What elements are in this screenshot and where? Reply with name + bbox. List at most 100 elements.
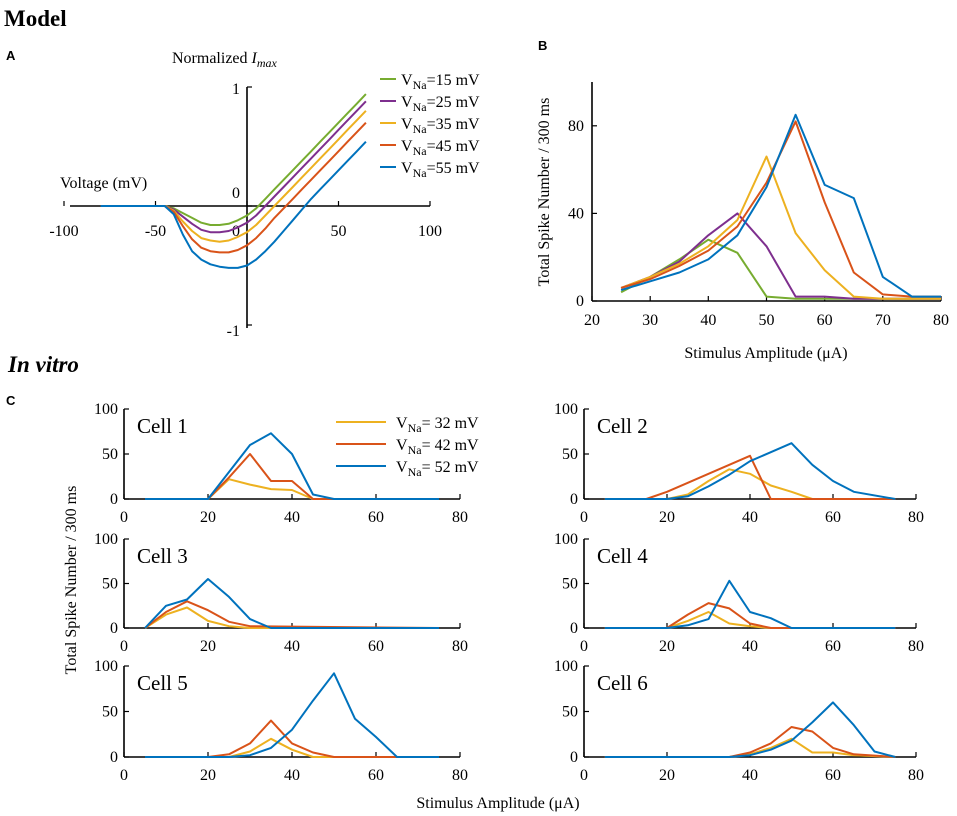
c-subplot: 0 20 40 60 80 0 50 100 Cell 1 xyxy=(94,401,468,526)
a-legend-label: VNa=25 mV xyxy=(401,94,480,114)
a-x-tick-label: -100 xyxy=(49,223,78,240)
b-x-tick-label: 80 xyxy=(933,312,949,329)
c-cell-label: Cell 5 xyxy=(137,671,188,695)
b-x-axis-label: Stimulus Amplitude (μA) xyxy=(684,345,847,362)
c-y-tick-label: 100 xyxy=(94,658,118,675)
c-series-line xyxy=(145,719,439,758)
b-x-tick-label: 70 xyxy=(875,312,891,329)
c-x-tick-label: 40 xyxy=(742,509,758,526)
c-x-tick-label: 80 xyxy=(452,767,468,784)
c-series-line xyxy=(145,432,439,500)
b-x-tick-label: 50 xyxy=(759,312,775,329)
c-series-line xyxy=(604,579,896,629)
c-cell-label: Cell 3 xyxy=(137,544,188,568)
c-series-line xyxy=(144,606,439,629)
c-legend-label: VNa= 42 mV xyxy=(396,437,479,457)
c-x-tick-label: 0 xyxy=(580,638,588,655)
a-legend-label: VNa=35 mV xyxy=(401,116,480,136)
c-legend-label: VNa= 52 mV xyxy=(396,459,479,479)
b-series-line xyxy=(620,155,941,300)
c-x-tick-label: 60 xyxy=(825,767,841,784)
c-series-line xyxy=(145,453,439,500)
c-x-tick-label: 80 xyxy=(908,509,924,526)
c-x-tick-label: 80 xyxy=(908,638,924,655)
c-x-tick-label: 20 xyxy=(659,509,675,526)
c-x-tick-label: 40 xyxy=(742,767,758,784)
c-cell-label: Cell 1 xyxy=(137,414,188,438)
b-y-tick-label: 40 xyxy=(568,205,584,222)
c-x-tick-label: 20 xyxy=(200,509,216,526)
c-x-tick-label: 20 xyxy=(659,638,675,655)
c-y-tick-label: 0 xyxy=(570,491,578,508)
c-x-tick-label: 0 xyxy=(120,638,128,655)
b-x-tick-label: 60 xyxy=(817,312,833,329)
c-subplot: 0 20 40 60 80 0 50 100 Cell 6 xyxy=(554,658,924,784)
c-y-tick-label: 0 xyxy=(110,749,118,766)
c-y-tick-label: 100 xyxy=(554,401,578,418)
a-series-line xyxy=(100,122,367,254)
c-y-tick-label: 100 xyxy=(554,658,578,675)
c-x-tick-label: 60 xyxy=(368,767,384,784)
c-cell-label: Cell 6 xyxy=(597,671,648,695)
a-series-line xyxy=(100,100,367,234)
a-y-tick-label: 1 xyxy=(232,81,240,98)
b-series-line xyxy=(620,113,941,298)
c-legend-label: VNa= 32 mV xyxy=(396,415,479,435)
a-series-line xyxy=(100,141,367,269)
c-y-axis-label: Total Spike Number / 300 ms xyxy=(63,486,80,675)
a-y-tick-label: 0 xyxy=(232,185,240,202)
c-y-tick-label: 50 xyxy=(562,704,578,721)
b-x-tick-label: 40 xyxy=(700,312,716,329)
c-subplot: 0 20 40 60 80 0 50 100 Cell 2 xyxy=(554,401,924,526)
c-x-tick-label: 60 xyxy=(825,638,841,655)
c-x-tick-label: 20 xyxy=(200,638,216,655)
c-y-tick-label: 100 xyxy=(94,401,118,418)
c-x-tick-label: 60 xyxy=(825,509,841,526)
c-series-line xyxy=(604,611,896,629)
c-x-tick-label: 20 xyxy=(200,767,216,784)
c-subplot: 0 20 40 60 80 0 50 100 Cell 5 xyxy=(94,658,468,784)
c-y-tick-label: 50 xyxy=(562,446,578,463)
panel-letter-c: C xyxy=(6,393,16,408)
a-legend-label: VNa=15 mV xyxy=(401,72,480,92)
b-x-tick-label: 20 xyxy=(584,312,600,329)
c-x-tick-label: 60 xyxy=(368,509,384,526)
c-subplot: 0 20 40 60 80 0 50 100 Cell 4 xyxy=(554,531,924,655)
a-legend-label: VNa=45 mV xyxy=(401,138,480,158)
b-y-tick-label: 0 xyxy=(576,293,584,310)
c-series-line xyxy=(144,600,440,629)
c-x-tick-label: 0 xyxy=(580,509,588,526)
section-title-invitro: In vitro xyxy=(7,352,79,377)
c-x-tick-label: 40 xyxy=(284,638,300,655)
c-y-tick-label: 50 xyxy=(102,576,118,593)
c-x-tick-label: 80 xyxy=(452,638,468,655)
c-series-line xyxy=(604,726,896,758)
c-y-tick-label: 50 xyxy=(102,704,118,721)
c-x-tick-label: 40 xyxy=(742,638,758,655)
c-series-line xyxy=(604,454,896,500)
a-y-tick-label: -1 xyxy=(227,323,240,340)
c-cell-label: Cell 2 xyxy=(597,414,648,438)
panel-letter-b: B xyxy=(538,38,547,53)
c-subplot: 0 20 40 60 80 0 50 100 Cell 3 xyxy=(94,531,468,655)
a-x-tick-label: -50 xyxy=(145,223,166,240)
a-x-axis-label: Voltage (mV) xyxy=(60,175,147,192)
c-y-tick-label: 0 xyxy=(570,749,578,766)
b-series-line xyxy=(620,212,941,300)
c-x-tick-label: 40 xyxy=(284,509,300,526)
a-legend-label: VNa=55 mV xyxy=(401,160,480,180)
c-x-axis-label: Stimulus Amplitude (μA) xyxy=(416,795,579,812)
c-y-tick-label: 0 xyxy=(110,491,118,508)
panel-letter-a: A xyxy=(6,48,16,63)
a-series-line xyxy=(100,93,367,226)
b-y-axis-label: Total Spike Number / 300 ms xyxy=(536,98,553,287)
c-series-line xyxy=(604,602,896,629)
a-x-tick-label: 100 xyxy=(418,223,442,240)
a-y-axis-label: Normalized Imax xyxy=(172,50,278,70)
c-series-line xyxy=(144,578,439,629)
c-y-tick-label: 0 xyxy=(570,620,578,637)
b-y-tick-label: 80 xyxy=(568,118,584,135)
c-y-tick-label: 0 xyxy=(110,620,118,637)
a-x-tick-label: 50 xyxy=(331,223,347,240)
